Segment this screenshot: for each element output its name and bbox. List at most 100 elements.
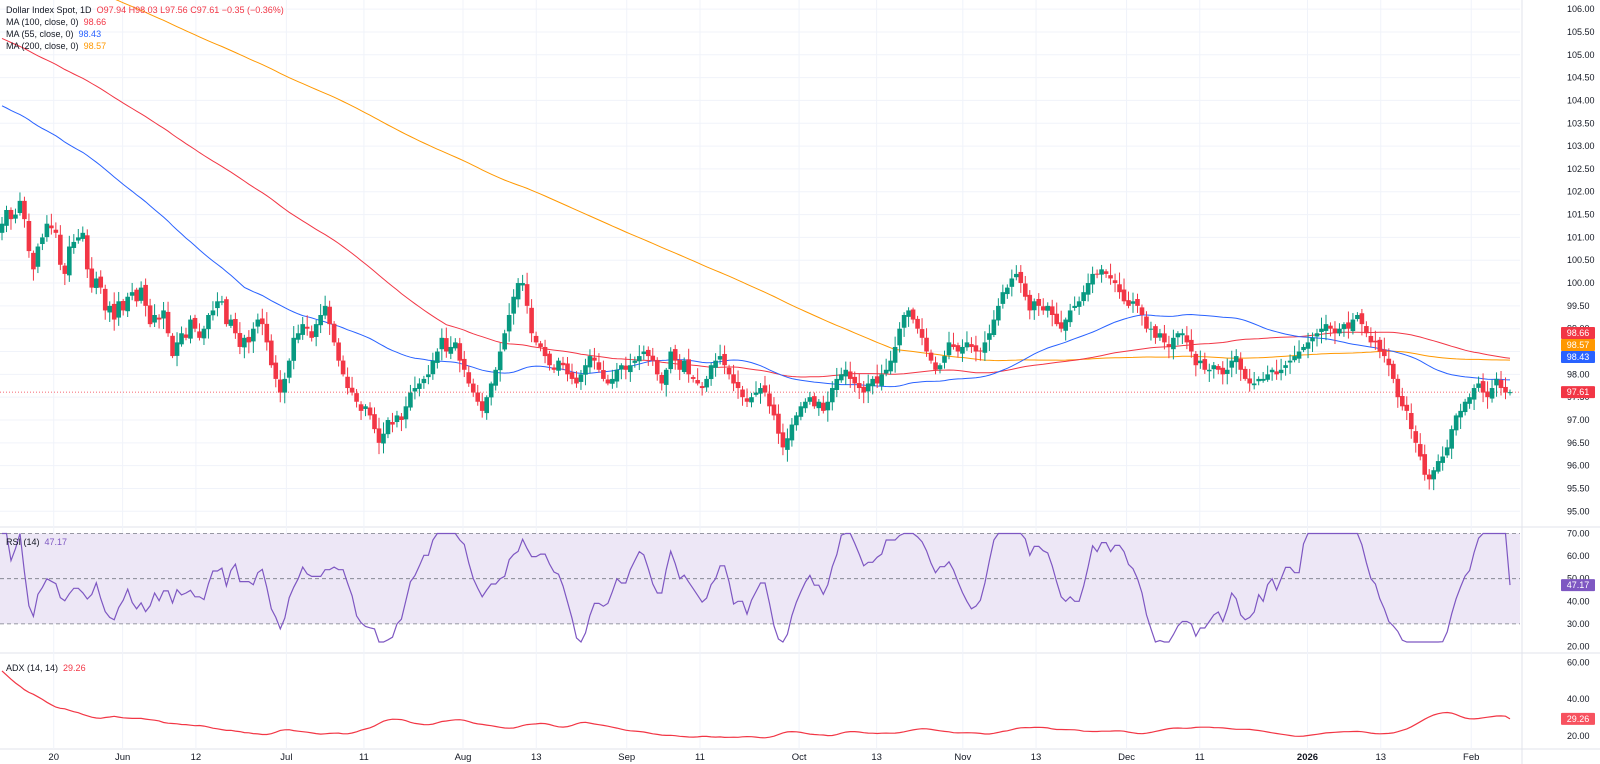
candle xyxy=(1301,344,1306,353)
candle xyxy=(749,392,754,408)
candle xyxy=(322,295,328,320)
candle xyxy=(933,356,938,375)
candle xyxy=(1184,326,1190,350)
candle xyxy=(75,229,81,244)
candle xyxy=(1498,370,1504,396)
candle xyxy=(179,326,184,347)
candle xyxy=(192,314,198,333)
candle xyxy=(417,378,422,397)
candle xyxy=(1404,396,1410,421)
candle xyxy=(340,355,346,377)
candle xyxy=(44,215,50,242)
candle xyxy=(1139,304,1145,326)
candle xyxy=(493,367,498,391)
candle xyxy=(403,396,409,429)
ma200-label: MA (200, close, 0) xyxy=(6,41,79,51)
candle xyxy=(946,331,952,360)
candle xyxy=(1126,291,1131,309)
candle xyxy=(457,337,463,373)
candle xyxy=(1265,365,1270,382)
candle xyxy=(1189,329,1194,358)
ohlc-legend: Dollar Index Spot, 1D O97.94 H98.03 L97.… xyxy=(6,4,284,16)
candle xyxy=(1022,275,1028,301)
x-tick-label: Jun xyxy=(115,752,130,763)
candle xyxy=(53,222,59,238)
y-tick-label: 104.50 xyxy=(1567,73,1595,83)
x-tick-label: 2026 xyxy=(1297,752,1318,763)
y-tick-label: 104.00 xyxy=(1567,95,1595,105)
candle xyxy=(1422,444,1428,481)
candle xyxy=(533,331,539,346)
y-tick-label: 102.50 xyxy=(1567,164,1595,174)
candle xyxy=(372,407,377,434)
candle xyxy=(1453,413,1459,436)
candle xyxy=(758,383,763,404)
x-tick-label: Aug xyxy=(455,752,472,763)
candle xyxy=(62,262,68,286)
y-tick-label: 100.50 xyxy=(1567,255,1595,265)
y-tick-label: 99.50 xyxy=(1567,301,1590,311)
candle xyxy=(71,234,77,254)
candle xyxy=(767,384,772,414)
candle xyxy=(1076,296,1082,315)
candle xyxy=(466,365,472,387)
candle xyxy=(641,345,647,360)
adx-legend[interactable]: ADX (14, 14) 29.26 xyxy=(6,662,86,674)
candle xyxy=(569,363,575,385)
ma100-legend[interactable]: MA (100, close, 0) 98.66 xyxy=(6,16,106,28)
candle xyxy=(1157,328,1163,341)
candle xyxy=(1292,345,1297,363)
candle xyxy=(385,417,391,439)
candle xyxy=(336,338,341,367)
ma55-legend[interactable]: MA (55, close, 0) 98.43 xyxy=(6,28,106,40)
ma55-value: 98.43 xyxy=(78,29,102,39)
candle xyxy=(1233,349,1239,374)
candle xyxy=(125,292,130,317)
candle xyxy=(731,364,736,392)
candle xyxy=(102,284,108,320)
rsi-legend[interactable]: RSI (14) 47.17 xyxy=(6,536,67,548)
candle xyxy=(1503,377,1508,400)
candle xyxy=(1417,433,1423,461)
candle xyxy=(1103,269,1109,278)
candle xyxy=(551,364,557,374)
candle xyxy=(502,329,507,352)
candle xyxy=(1435,454,1441,474)
x-tick-label: 13 xyxy=(871,752,882,763)
candle xyxy=(1090,266,1095,294)
candle xyxy=(435,348,440,369)
svg-text:47.17: 47.17 xyxy=(1567,580,1590,590)
candle xyxy=(1211,361,1217,379)
candle xyxy=(1467,393,1472,409)
candle xyxy=(174,332,180,367)
y-tick-label: 95.00 xyxy=(1567,506,1590,516)
candle xyxy=(776,404,781,444)
candles xyxy=(0,192,1513,491)
moving-averages xyxy=(0,0,1520,393)
candle xyxy=(587,349,593,374)
x-tick-label: 12 xyxy=(191,752,202,763)
candle xyxy=(260,308,265,336)
candle xyxy=(1391,360,1396,384)
candle xyxy=(717,344,723,365)
candle xyxy=(152,304,157,328)
candle xyxy=(1458,403,1463,429)
ma-legend: MA (100, close, 0) 98.66 MA (55, close, … xyxy=(6,16,106,52)
ma100-price-badge: 98.66 xyxy=(1561,327,1595,339)
rsi-value-badge: 47.17 xyxy=(1561,579,1595,592)
candle xyxy=(349,376,355,396)
ma200-legend[interactable]: MA (200, close, 0) 98.57 xyxy=(6,40,106,52)
high-value: H98.03 xyxy=(128,5,158,15)
candle xyxy=(1440,446,1445,471)
candle xyxy=(744,388,750,407)
candle xyxy=(13,208,18,224)
candle xyxy=(1296,340,1302,363)
candle xyxy=(951,332,956,350)
candle xyxy=(892,336,898,373)
rsi-tick-label: 30.00 xyxy=(1567,619,1590,629)
rsi-tick-label: 50.00 xyxy=(1567,574,1590,584)
candle xyxy=(740,385,745,406)
candle xyxy=(1382,337,1387,363)
